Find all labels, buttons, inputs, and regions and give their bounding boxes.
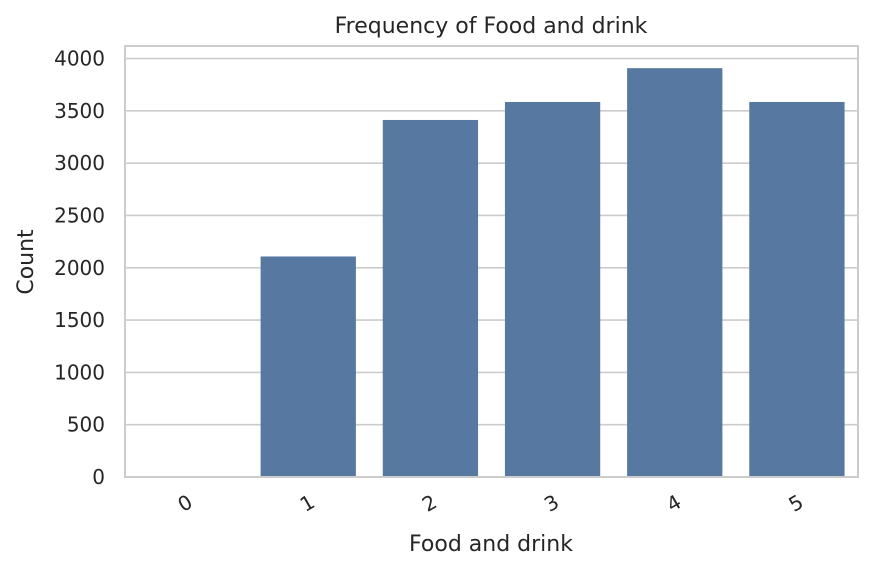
y-tick-label: 2000 xyxy=(54,256,105,280)
bar-3 xyxy=(504,101,601,478)
y-tick-label: 500 xyxy=(67,413,105,437)
y-tick-label: 1000 xyxy=(54,360,105,384)
x-tick-labels: 0 1 2 3 4 5 xyxy=(174,490,808,517)
bar-4 xyxy=(627,68,723,477)
bar-2 xyxy=(382,119,479,477)
x-tick-label: 3 xyxy=(540,490,563,517)
plot-frame xyxy=(124,45,859,478)
y-tick-label: 0 xyxy=(92,465,105,489)
bar-1 xyxy=(260,256,356,477)
bar-5 xyxy=(749,101,845,478)
chart-title: Frequency of Food and drink xyxy=(335,14,648,39)
x-tick-label: 1 xyxy=(296,490,319,517)
y-tick-label: 3500 xyxy=(54,99,105,123)
y-tick-label: 3000 xyxy=(54,151,105,175)
y-tick-label: 1500 xyxy=(54,308,105,332)
x-tick-label: 0 xyxy=(174,490,197,517)
x-tick-label: 4 xyxy=(662,490,685,517)
y-tick-labels: 0 500 1000 1500 2000 2500 3000 3500 4000 xyxy=(54,47,105,489)
gridlines xyxy=(125,57,858,478)
x-axis-label: Food and drink xyxy=(409,532,573,557)
x-tick-label: 5 xyxy=(784,490,807,517)
x-tick-label: 2 xyxy=(418,490,441,517)
bars xyxy=(138,68,845,478)
y-axis-label: Count xyxy=(14,229,39,295)
y-tick-label: 4000 xyxy=(54,47,105,71)
y-tick-label: 2500 xyxy=(54,203,105,227)
